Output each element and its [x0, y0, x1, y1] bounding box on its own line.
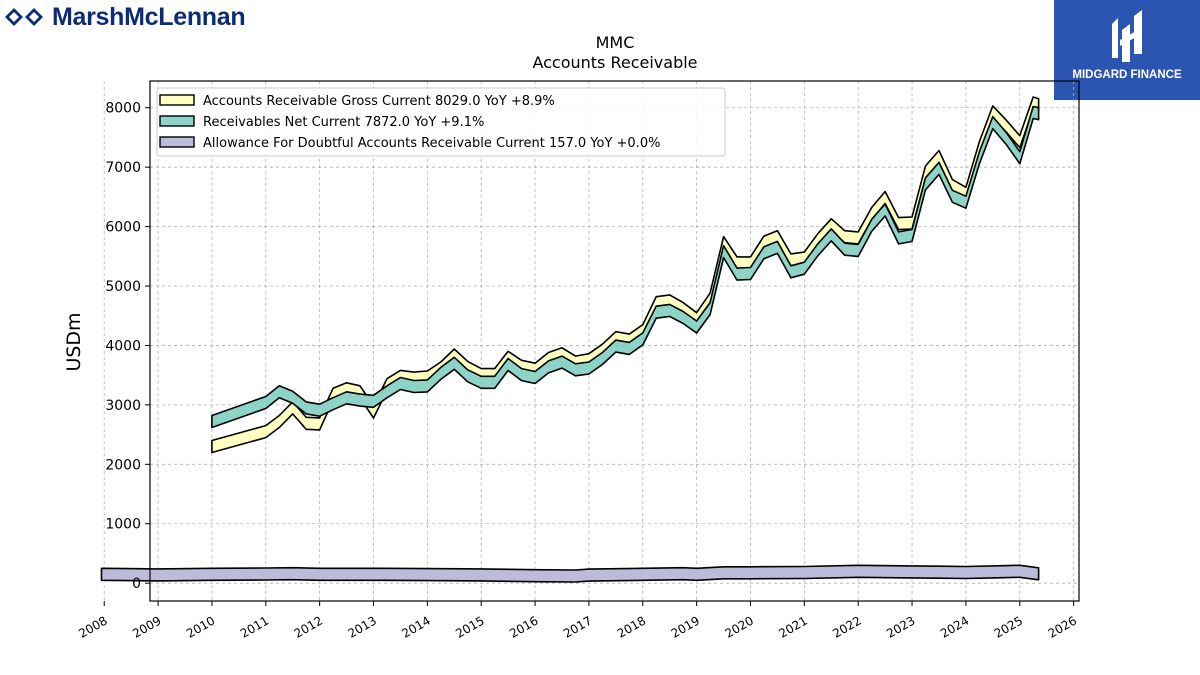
midgard-finance-logo-text: MIDGARD FINANCE [1072, 69, 1182, 81]
x-tick-label: 2011 [238, 613, 271, 640]
marshmclennan-mark-icon [5, 8, 43, 26]
y-axis-label: USDm [63, 312, 85, 371]
y-tick-label: 3000 [105, 398, 141, 414]
legend-swatch-1 [159, 115, 195, 127]
y-tick-label: 5000 [105, 279, 141, 295]
x-tick-label: 2022 [830, 613, 863, 640]
y-tick-label: 8000 [105, 101, 141, 117]
midgard-finance-logo: MIDGARD FINANCE [1054, 0, 1200, 100]
legend-swatch-0 [159, 94, 195, 106]
marshmclennan-logo: MarshMcLennan [4, 2, 246, 31]
series-layer [100, 96, 1040, 583]
y-tick-label: 6000 [105, 220, 141, 236]
series-band-2 [100, 564, 1040, 583]
marshmclennan-logo-text: MarshMcLennan [52, 2, 246, 31]
x-tick-label: 2012 [292, 613, 325, 640]
legend-box [156, 87, 726, 157]
plot-frame [149, 80, 1080, 602]
x-tick-label: 2016 [507, 613, 540, 640]
x-tick-label: 2023 [884, 613, 917, 640]
x-tick-label: 2021 [776, 613, 809, 640]
legend-swatch-2 [159, 136, 195, 148]
legend-label-2: Allowance For Doubtful Accounts Receivab… [203, 136, 660, 151]
x-tick-label: 2015 [453, 613, 486, 640]
x-tick-label: 2010 [184, 613, 217, 640]
grid [103, 81, 1079, 601]
midgard-finance-mark-icon [1112, 10, 1142, 62]
x-tick-label: 2020 [723, 613, 756, 640]
x-tick-label: 2025 [992, 613, 1025, 640]
x-tick-label: 2014 [399, 613, 432, 640]
series-band-1 [211, 105, 1040, 429]
x-tick-label: 2026 [1046, 613, 1079, 640]
x-tick-label: 2017 [561, 613, 594, 640]
x-tick-label: 2013 [346, 613, 379, 640]
x-tick-label: 2018 [615, 613, 648, 640]
x-tick-label: 2009 [130, 613, 163, 640]
y-tick-label: 0 [132, 576, 141, 592]
legend-label-1: Receivables Net Current 7872.0 YoY +9.1% [203, 115, 484, 130]
x-tick-label: 2024 [938, 613, 971, 640]
legend-label-0: Accounts Receivable Gross Current 8029.0… [203, 94, 555, 109]
chart-subtitle: Accounts Receivable [532, 53, 697, 72]
chart-title: MMC [596, 33, 635, 52]
x-tick-label: 2008 [76, 613, 109, 640]
y-tick-label: 4000 [105, 338, 141, 354]
y-tick-label: 1000 [105, 517, 141, 533]
legend: Accounts Receivable Gross Current 8029.0… [156, 87, 726, 157]
x-tick-label: 2019 [669, 613, 702, 640]
y-tick-label: 7000 [105, 160, 141, 176]
y-tick-label: 2000 [105, 457, 141, 473]
